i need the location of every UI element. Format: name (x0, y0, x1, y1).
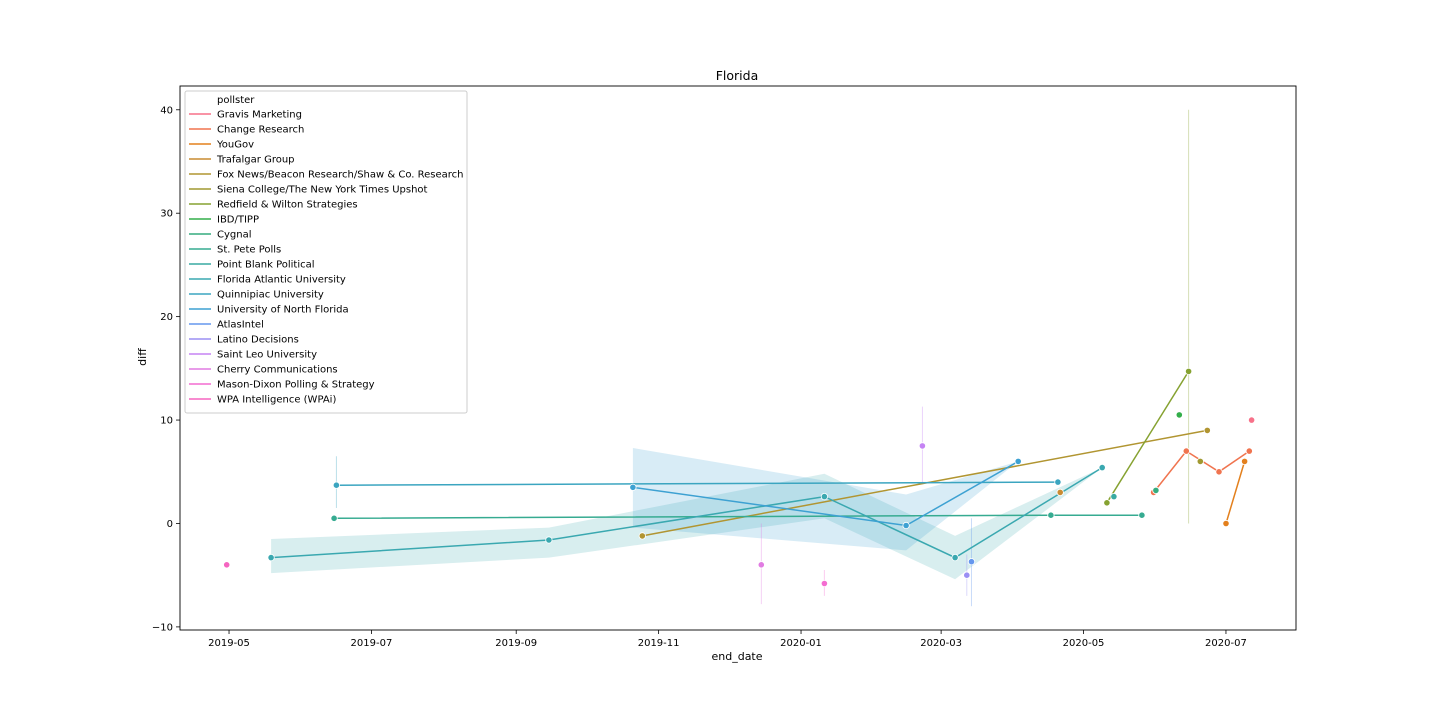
data-point-change-research (1245, 447, 1253, 455)
data-point-st-pete-polls (1047, 511, 1055, 519)
x-tick-label: 2019-09 (495, 638, 537, 649)
legend-label-yougov: YouGov (216, 140, 254, 151)
legend-label-mason-dixon-polling-strategy: Mason-Dixon Polling & Strategy (217, 380, 375, 391)
data-point-quinnipiac-university (1054, 478, 1062, 486)
legend: pollster Gravis Marketing Change Research Y… (184, 90, 468, 414)
data-point-point-blank-political (1110, 492, 1118, 501)
ci-band-florida-atlantic-university (271, 467, 1103, 580)
legend-label-siena-college-the-new-york-times-upshot: Siena College/The New York Times Upshot (217, 185, 428, 196)
x-tick-label: 2020-01 (780, 638, 822, 649)
data-point-yougov (1222, 519, 1230, 528)
data-point-latino-decisions (963, 571, 971, 579)
legend-label-wpa-intelligence-wpai: WPA Intelligence (WPAi) (217, 395, 336, 406)
data-point-siena-college-the-new-york-times-upshot (1196, 457, 1204, 465)
data-point-fox-news-beacon-research-shaw-co-research (1203, 426, 1211, 434)
legend-label-latino-decisions: Latino Decisions (217, 335, 299, 346)
data-point-university-of-north-florida (902, 521, 910, 530)
data-point-st-pete-polls (330, 514, 338, 522)
plot-frame (179, 85, 1297, 631)
data-point-university-of-north-florida (1014, 457, 1022, 465)
data-point-change-research (1182, 447, 1190, 455)
legend-label-cygnal: Cygnal (217, 230, 252, 241)
legend-label-atlasintel: AtlasIntel (217, 320, 264, 331)
data-point-florida-atlantic-university (267, 553, 275, 562)
data-point-quinnipiac-university (332, 481, 340, 489)
x-axis-label: end_date (711, 650, 762, 663)
x-tick-label: 2020-05 (1063, 638, 1105, 649)
y-tick-label: −10 (152, 622, 173, 633)
chart-title: Florida (716, 68, 759, 83)
data-point-florida-atlantic-university (951, 553, 959, 562)
series-line-quinnipiac-university (336, 481, 1058, 486)
legend-label-gravis-marketing: Gravis Marketing (217, 110, 302, 121)
legend-label-florida-atlantic-university: Florida Atlantic University (217, 275, 346, 286)
legend-label-ibd-tipp: IBD/TIPP (217, 215, 259, 226)
data-point-cygnal (1152, 486, 1160, 494)
axes: 2019-05 2019-07 2019-09 2019-11 2020-01 2020-… (152, 85, 1297, 649)
data-point-yougov (1241, 457, 1249, 465)
legend-label-trafalgar-group: Trafalgar Group (216, 155, 295, 166)
data-point-university-of-north-florida (629, 483, 637, 491)
data-point-redfield-wilton-strategies (1185, 367, 1193, 375)
data-point-florida-atlantic-university (1098, 463, 1106, 472)
data-point-ibd-tipp (1175, 411, 1183, 419)
data-point-cherry-communications (757, 561, 765, 569)
series-points (223, 367, 1256, 588)
legend-label-saint-leo-university: Saint Leo University (217, 350, 317, 361)
series-line-redfield-wilton-strategies (1106, 371, 1190, 504)
y-axis-label: diff (136, 348, 149, 366)
data-point-florida-atlantic-university (820, 492, 829, 501)
series-line-yougov (1225, 461, 1246, 524)
legend-label-redfield-wilton-strategies: Redfield & Wilton Strategies (217, 200, 358, 211)
y-tick-label: 30 (160, 209, 173, 220)
x-tick-label: 2019-07 (351, 638, 393, 649)
legend-label-university-of-north-florida: University of North Florida (217, 305, 349, 316)
data-point-wpa-intelligence-wpai (223, 561, 231, 569)
y-tick-label: 10 (160, 416, 173, 427)
legend-box (184, 90, 468, 414)
y-tick-label: 40 (160, 105, 173, 116)
x-tick-label: 2019-11 (638, 638, 680, 649)
x-tick-label: 2019-05 (208, 638, 250, 649)
y-tick-label: 0 (167, 519, 173, 530)
data-point-mason-dixon-polling-strategy (820, 579, 829, 588)
legend-label-st-pete-polls: St. Pete Polls (217, 245, 281, 256)
data-point-saint-leo-university (918, 442, 927, 450)
data-point-trafalgar-group (1056, 488, 1064, 496)
legend-label-point-blank-political: Point Blank Political (217, 260, 315, 271)
data-point-gravis-marketing (1248, 416, 1256, 424)
data-point-florida-atlantic-university (545, 536, 553, 544)
data-point-atlasintel (967, 558, 976, 566)
legend-label-fox-news-beacon-research-shaw-co-research: Fox News/Beacon Research/Shaw & Co. Rese… (217, 170, 464, 181)
legend-label-change-research: Change Research (217, 125, 304, 136)
data-point-fox-news-beacon-research-shaw-co-research (638, 532, 646, 540)
legend-label-quinnipiac-university: Quinnipiac University (217, 290, 324, 301)
x-tick-label: 2020-07 (1205, 638, 1247, 649)
legend-label-cherry-communications: Cherry Communications (217, 365, 338, 376)
data-point-redfield-wilton-strategies (1103, 499, 1111, 507)
x-tick-label: 2020-03 (920, 638, 962, 649)
data-point-change-research (1215, 468, 1223, 476)
legend-title: pollster (217, 95, 255, 106)
y-tick-label: 20 (160, 312, 173, 323)
data-point-st-pete-polls (1138, 511, 1146, 519)
